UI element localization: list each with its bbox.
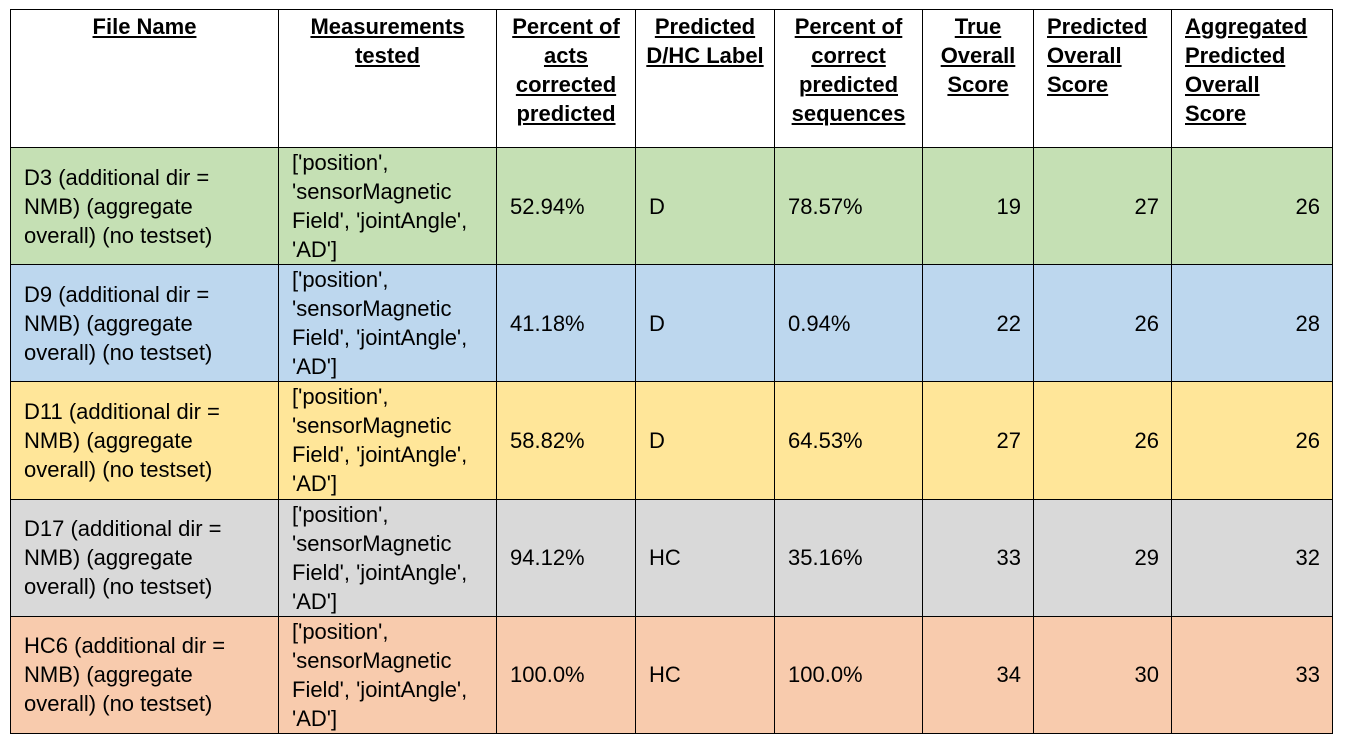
aggregated-score-cell: 32 [1171,498,1333,617]
file-name-cell: D11 (additional dir = NMB) (aggregate ov… [10,381,279,500]
column-header-percent-acts: Percent of acts corrected predicted [496,9,636,148]
table-row: D3 (additional dir = NMB) (aggregate ove… [10,146,1333,266]
table-row: D17 (additional dir = NMB) (aggregate ov… [10,498,1333,617]
percent-sequences-cell: 64.53% [774,381,923,500]
predicted-score-cell: 27 [1033,146,1172,266]
label-cell: D [635,146,775,266]
percent-acts-cell: 41.18% [496,264,636,383]
measurements-cell: ['position', 'sensorMagnetic Field', 'jo… [278,615,497,735]
predicted-score-cell: 26 [1033,264,1172,383]
aggregated-score-cell: 26 [1171,381,1333,500]
percent-sequences-cell: 35.16% [774,498,923,617]
column-header-predicted-score: Predicted Overall Score [1033,9,1172,148]
percent-acts-cell: 100.0% [496,615,636,735]
aggregated-score-cell: 26 [1171,146,1333,266]
file-name-cell: D17 (additional dir = NMB) (aggregate ov… [10,498,279,617]
true-score-cell: 19 [922,146,1034,266]
column-header-aggregated-score: Aggregated Predicted Overall Score [1171,9,1333,148]
measurements-cell: ['position', 'sensorMagnetic Field', 'jo… [278,146,497,266]
predicted-score-cell: 30 [1033,615,1172,735]
column-header-true-score: True Overall Score [922,9,1034,148]
aggregated-score-cell: 33 [1171,615,1333,735]
file-name-cell: D3 (additional dir = NMB) (aggregate ove… [10,146,279,266]
column-header-percent-sequences: Percent of correct predicted sequences [774,9,923,148]
column-header-measurements: Measurements tested [278,9,497,148]
true-score-cell: 33 [922,498,1034,617]
measurements-cell: ['position', 'sensorMagnetic Field', 'jo… [278,264,497,383]
measurements-cell: ['position', 'sensorMagnetic Field', 'jo… [278,498,497,617]
label-cell: D [635,381,775,500]
label-cell: HC [635,498,775,617]
header-row: File Name Measurements tested Percent of… [10,9,1333,148]
predicted-score-cell: 29 [1033,498,1172,617]
aggregated-score-cell: 28 [1171,264,1333,383]
predicted-score-cell: 26 [1033,381,1172,500]
percent-acts-cell: 58.82% [496,381,636,500]
column-header-label: Predicted D/HC Label [635,9,775,148]
table-row: D11 (additional dir = NMB) (aggregate ov… [10,381,1333,500]
file-name-cell: HC6 (additional dir = NMB) (aggregate ov… [10,615,279,735]
column-header-file-name: File Name [10,9,279,148]
table-row: D9 (additional dir = NMB) (aggregate ove… [10,264,1333,383]
percent-sequences-cell: 100.0% [774,615,923,735]
true-score-cell: 34 [922,615,1034,735]
file-name-cell: D9 (additional dir = NMB) (aggregate ove… [10,264,279,383]
table-row: HC6 (additional dir = NMB) (aggregate ov… [10,615,1333,735]
measurements-cell: ['position', 'sensorMagnetic Field', 'jo… [278,381,497,500]
percent-sequences-cell: 78.57% [774,146,923,266]
label-cell: HC [635,615,775,735]
true-score-cell: 27 [922,381,1034,500]
true-score-cell: 22 [922,264,1034,383]
percent-sequences-cell: 0.94% [774,264,923,383]
percent-acts-cell: 94.12% [496,498,636,617]
results-table: File Name Measurements tested Percent of… [10,9,1333,735]
percent-acts-cell: 52.94% [496,146,636,266]
label-cell: D [635,264,775,383]
